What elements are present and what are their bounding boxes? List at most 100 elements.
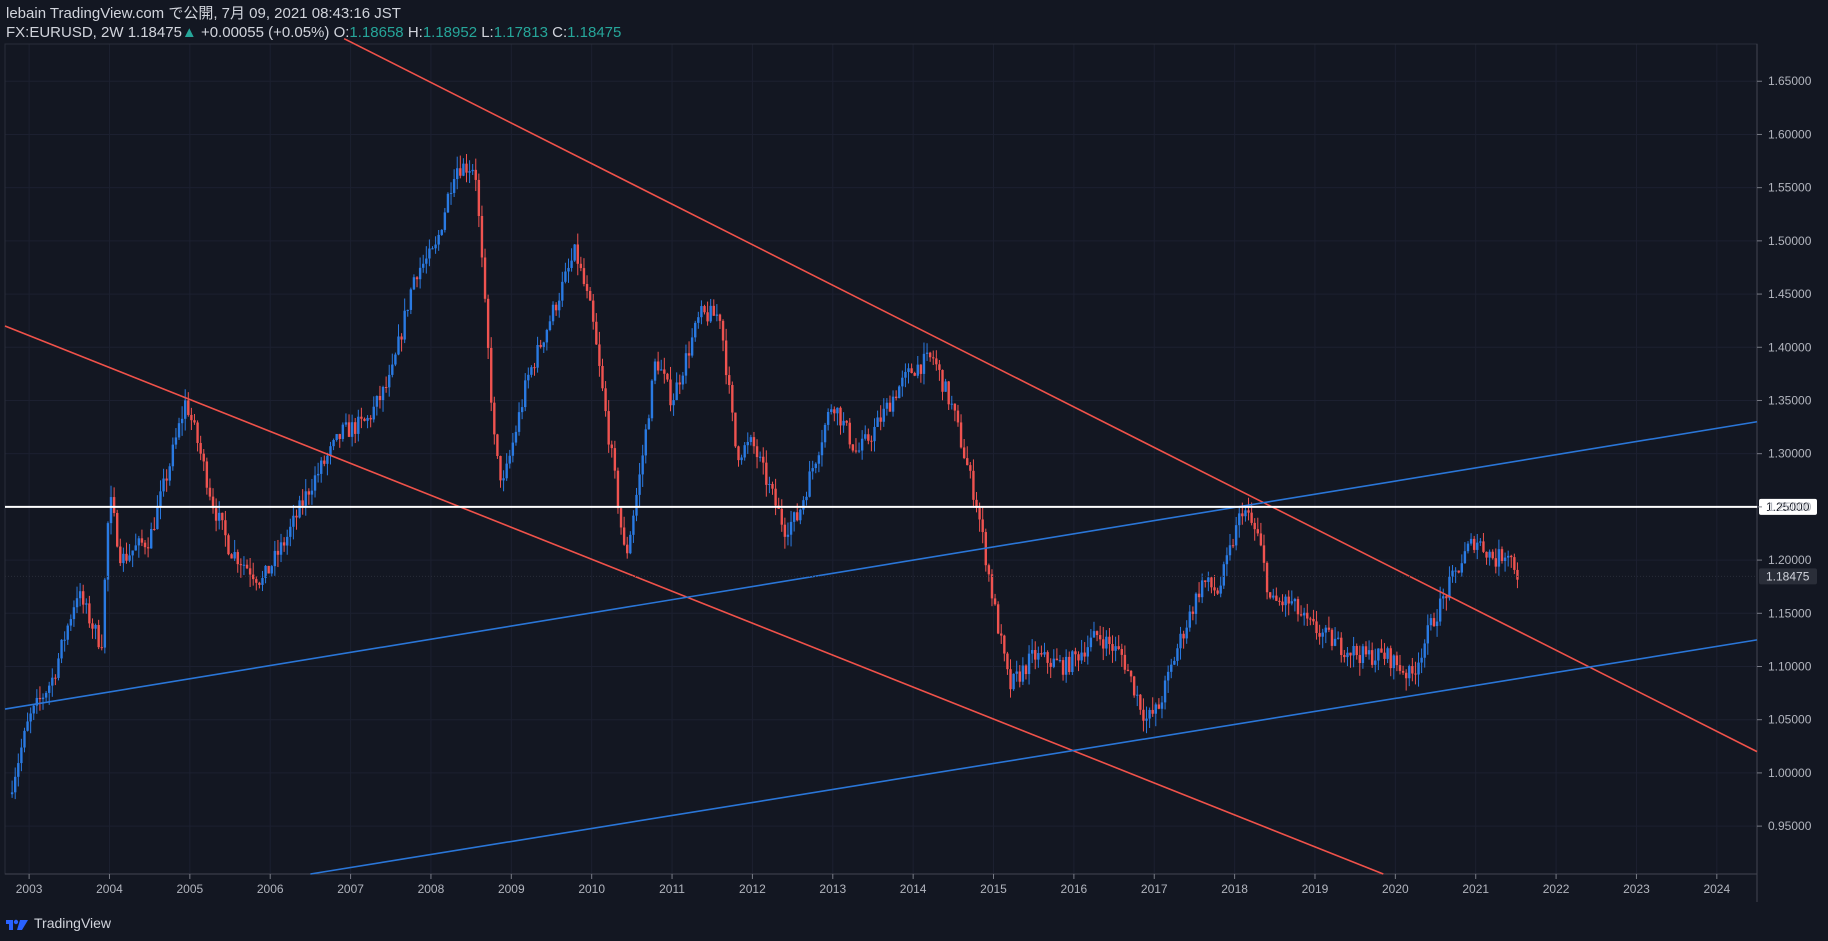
candle-body: [558, 300, 561, 311]
price-axis: 0.95000 1.00000 1.05000 1.10000 1.15000 1.200…: [1757, 74, 1812, 833]
candle-body: [434, 244, 437, 249]
candle-body: [180, 418, 184, 424]
candle-body: [1095, 631, 1099, 636]
candle-body: [1166, 671, 1170, 681]
candle-body: [54, 677, 57, 679]
price-tick-label: 1.05000: [1768, 713, 1812, 727]
candle-body: [944, 381, 947, 392]
candle-body: [1058, 660, 1062, 662]
candle-body: [1395, 655, 1399, 666]
candle-body: [638, 474, 641, 495]
candle-body: [817, 455, 821, 464]
candle-body: [341, 424, 345, 439]
time-axis: 2003 2004 2005 2006 2007 2008 2009 2010 2011 2012…: [16, 874, 1730, 896]
candle-body: [1049, 662, 1052, 667]
candle-body: [112, 497, 116, 513]
candle-body: [1012, 673, 1015, 690]
candle-body: [199, 442, 202, 454]
time-tick-label: 2019: [1302, 882, 1329, 896]
candle-body: [1123, 654, 1127, 670]
candle-body: [1438, 598, 1442, 622]
candle-body: [1194, 593, 1198, 614]
candle-body: [1306, 612, 1309, 619]
candle-body: [786, 534, 790, 537]
symbol-label[interactable]: FX:EURUSD, 2W: [6, 24, 124, 41]
candle-body: [360, 416, 363, 419]
candle-body: [885, 402, 889, 409]
candle-body: [996, 604, 1000, 634]
candle-body: [1228, 545, 1232, 556]
price-tick-label: 1.55000: [1768, 181, 1812, 195]
candle-body: [867, 434, 870, 441]
candle-body: [462, 163, 465, 176]
price-tick-label: 1.30000: [1768, 447, 1812, 461]
candle-body: [854, 450, 858, 452]
candle-body: [922, 353, 926, 374]
candle-body: [267, 565, 270, 574]
candle-body: [282, 542, 286, 546]
candle-body: [882, 408, 885, 422]
candle-body: [1401, 670, 1405, 673]
candle-body: [619, 508, 623, 528]
price-tick-label: 1.35000: [1768, 393, 1812, 407]
candle-body: [1108, 636, 1111, 644]
candle-body: [1466, 543, 1470, 552]
candle-body: [286, 536, 289, 546]
time-tick-label: 2004: [96, 882, 123, 896]
candle-body: [576, 244, 579, 264]
candle-body: [1457, 570, 1460, 573]
candle-body: [474, 169, 477, 180]
candle-body: [313, 475, 317, 491]
candle-body: [508, 455, 511, 464]
candle-body: [48, 685, 51, 693]
candle-body: [214, 508, 218, 521]
candle-body: [26, 721, 29, 731]
candle-body: [242, 564, 246, 566]
candle-body: [857, 450, 861, 452]
candle-body: [712, 305, 715, 316]
candle-body: [888, 402, 892, 412]
candle-body: [879, 417, 882, 422]
candle-body: [1506, 555, 1510, 558]
candle-body: [839, 407, 842, 426]
time-tick-label: 2018: [1221, 882, 1248, 896]
candle-body: [196, 422, 199, 443]
candle-body: [1510, 555, 1513, 558]
candle-body: [524, 380, 527, 408]
candle-body: [1476, 542, 1479, 550]
candle-body: [357, 416, 360, 434]
candle-body: [1111, 643, 1114, 651]
candle-body: [588, 290, 592, 301]
candle-body: [1256, 529, 1259, 534]
candle-body: [1117, 646, 1120, 650]
candle-body: [925, 352, 929, 354]
candle-body: [41, 697, 45, 700]
candle-body: [607, 411, 610, 445]
candle-body: [1454, 570, 1457, 572]
candle-body: [1188, 611, 1191, 628]
candle-body: [1216, 590, 1219, 594]
candle-body: [690, 337, 694, 356]
up-arrow-icon: ▲: [181, 24, 197, 41]
candle-body: [904, 371, 907, 378]
candle-body: [1411, 666, 1414, 674]
candle-body: [672, 400, 675, 406]
candle-body: [1491, 551, 1494, 559]
candle-body: [551, 304, 555, 322]
candle-body: [814, 463, 817, 469]
candle-body: [431, 248, 434, 250]
candle-body: [391, 364, 394, 375]
candle-body: [1343, 654, 1346, 658]
candle-body: [1429, 618, 1433, 626]
candle-body: [833, 409, 836, 414]
candle-body: [1027, 653, 1031, 675]
candle-body: [1015, 671, 1018, 674]
tradingview-logo[interactable]: TradingView: [6, 915, 111, 931]
candle-body: [446, 193, 450, 213]
candle-body: [471, 169, 474, 172]
candle-body: [1497, 549, 1501, 567]
candle-body: [1055, 658, 1059, 661]
candle-body: [224, 520, 227, 536]
candle-body: [1296, 599, 1300, 615]
